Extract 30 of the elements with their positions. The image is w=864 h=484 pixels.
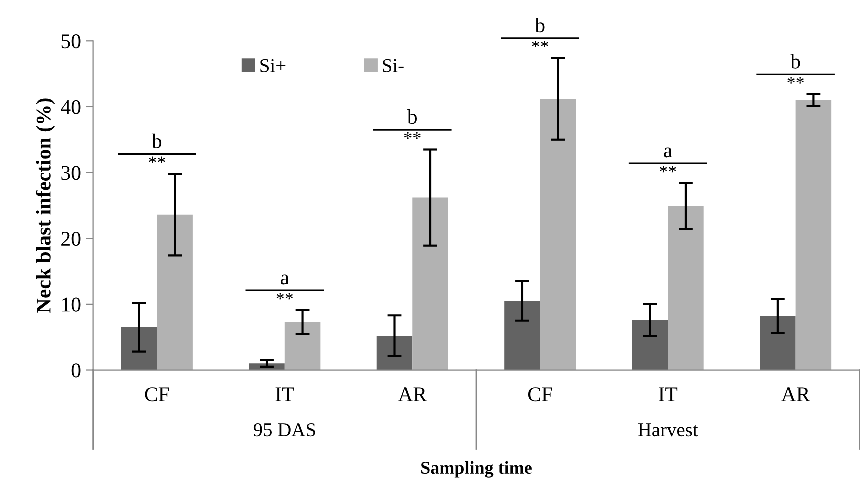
annotation: ** [788, 77, 804, 84]
y-tick-label: 40 [61, 100, 81, 114]
annotation: ** [532, 40, 549, 48]
annotation: a [281, 274, 290, 285]
annotation: a [664, 148, 672, 158]
legend-label: Si+ [260, 59, 286, 72]
legend-label: Si- [383, 59, 404, 72]
y-tick-label: 20 [62, 232, 81, 246]
annotation: ** [149, 156, 166, 164]
annotation: ** [660, 166, 676, 173]
x-tick-label: AR [782, 388, 810, 402]
x-tick-label: CF [528, 388, 552, 402]
x-tick-label: IT [659, 388, 678, 402]
y-tick-label: 50 [62, 34, 81, 49]
y-tick-label: 30 [62, 166, 81, 180]
x-tick-label: CF [145, 388, 170, 402]
annotation: b [152, 134, 162, 148]
annotation: b [790, 54, 800, 69]
annotation: b [407, 109, 418, 124]
annotation: ** [276, 293, 294, 300]
text: Harvest [638, 424, 698, 437]
text: 95 DAS [254, 424, 316, 437]
x-tick-label: AR [398, 388, 428, 402]
annotation: ** [404, 132, 421, 140]
y-axis-title: Neck blast infection (%) [36, 98, 56, 314]
x-axis-title: Sampling time [422, 461, 532, 478]
x-tick-label: IT [276, 388, 294, 402]
text: b [535, 18, 545, 33]
y-tick-label: 0 [72, 364, 81, 378]
y-tick-label: 10 [62, 298, 81, 312]
